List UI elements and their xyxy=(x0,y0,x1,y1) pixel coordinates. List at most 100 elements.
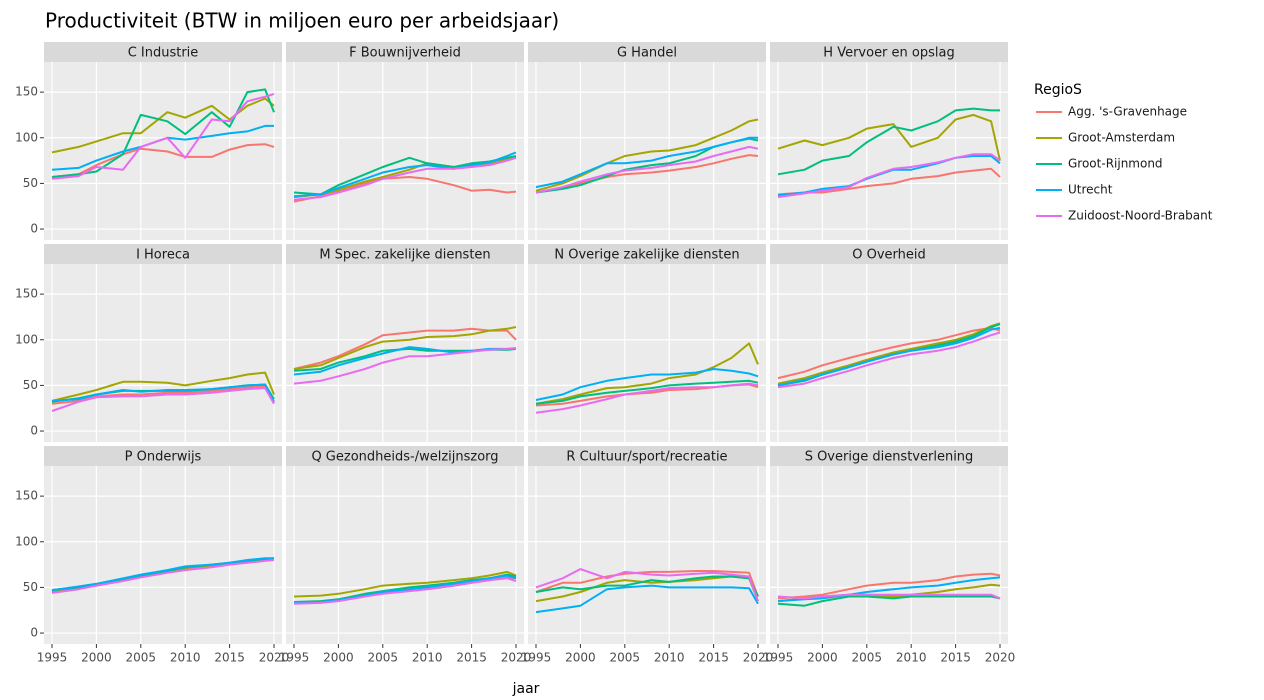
line xyxy=(777,155,1001,197)
x-axis-label: jaar xyxy=(512,681,540,697)
legend-label: Groot-Amsterdam xyxy=(1068,131,1175,145)
legend-label: Utrecht xyxy=(1068,183,1113,197)
strip-label: M Spec. zakelijke diensten xyxy=(319,248,490,263)
x-tick-label: 2000 xyxy=(807,651,838,665)
line xyxy=(535,382,759,414)
line xyxy=(535,118,759,192)
line xyxy=(51,387,275,412)
strip xyxy=(286,446,524,466)
line xyxy=(535,584,759,614)
strip xyxy=(286,42,524,62)
x-tick-label: 2010 xyxy=(654,651,685,665)
y-tick-label: 50 xyxy=(23,176,38,190)
x-tick-label: 1995 xyxy=(763,651,794,665)
y-tick-label: 100 xyxy=(15,534,38,548)
line xyxy=(777,322,1001,385)
line xyxy=(293,577,517,605)
strip xyxy=(770,42,1008,62)
panel-background xyxy=(44,466,282,644)
line xyxy=(51,557,274,592)
panel-background xyxy=(286,62,524,240)
y-tick-label: 150 xyxy=(15,85,38,99)
x-tick-label: 1995 xyxy=(521,651,552,665)
panel-background xyxy=(286,466,524,644)
x-tick-label: 2010 xyxy=(412,651,443,665)
x-tick-label: 1995 xyxy=(37,651,68,665)
x-tick-label: 2015 xyxy=(456,651,487,665)
line xyxy=(777,576,1001,603)
strip-label: Q Gezondheids-/welzijnszorg xyxy=(311,450,498,465)
line xyxy=(51,371,275,402)
line xyxy=(777,595,1001,607)
line xyxy=(293,176,517,203)
x-tick-label: 2005 xyxy=(610,651,641,665)
strip xyxy=(44,244,282,264)
line xyxy=(293,326,517,370)
x-tick-label: 2000 xyxy=(565,651,596,665)
y-tick-label: 150 xyxy=(15,287,38,301)
line xyxy=(51,92,275,180)
strip xyxy=(44,42,282,62)
strip xyxy=(44,446,282,466)
strip-label: I Horeca xyxy=(136,248,190,263)
y-tick-label: 50 xyxy=(23,378,38,392)
x-tick-label: 2015 xyxy=(940,651,971,665)
strip xyxy=(528,42,766,62)
line xyxy=(535,368,759,401)
line xyxy=(535,136,758,189)
x-tick-label: 2005 xyxy=(852,651,883,665)
y-tick-label: 0 xyxy=(30,424,38,438)
line xyxy=(777,167,1001,196)
line xyxy=(777,593,1001,600)
strip-label: P Onderwijs xyxy=(125,450,202,465)
strip-label: R Cultuur/sport/recreatie xyxy=(566,450,727,465)
line xyxy=(777,326,1001,380)
strip-label: C Industrie xyxy=(128,46,199,61)
line xyxy=(777,326,1001,387)
strip-label: H Vervoer en opslag xyxy=(823,46,954,61)
strip xyxy=(770,244,1008,264)
line xyxy=(51,97,275,154)
panel-background xyxy=(528,466,766,644)
line xyxy=(51,124,274,171)
x-tick-label: 2005 xyxy=(126,651,157,665)
y-tick-label: 0 xyxy=(30,222,38,236)
line xyxy=(51,88,275,178)
line xyxy=(777,113,1001,161)
line xyxy=(293,570,517,598)
strip xyxy=(528,244,766,264)
x-tick-label: 2010 xyxy=(896,651,927,665)
line xyxy=(535,342,759,405)
y-tick-label: 0 xyxy=(30,626,38,640)
x-tick-label: 2000 xyxy=(323,651,354,665)
panel-background xyxy=(770,62,1008,240)
strip-label: O Overheid xyxy=(852,248,926,263)
y-tick-label: 100 xyxy=(15,130,38,144)
strip xyxy=(528,446,766,466)
legend-label: Groot-Rijnmond xyxy=(1068,157,1163,171)
x-tick-label: 2015 xyxy=(698,651,729,665)
panel-background xyxy=(770,466,1008,644)
strip xyxy=(770,446,1008,466)
strip-label: S Overige dienstverlening xyxy=(805,450,974,465)
line xyxy=(51,143,275,178)
strip-label: G Handel xyxy=(617,46,677,61)
panel-background xyxy=(528,264,766,442)
panel-background xyxy=(44,264,282,442)
legend-label: Zuidoost-Noord-Brabant xyxy=(1068,209,1213,223)
panel-background xyxy=(286,264,524,442)
chart-title: Productiviteit (BTW in miljoen euro per … xyxy=(45,9,559,33)
line xyxy=(535,568,759,602)
line xyxy=(293,156,517,201)
x-tick-label: 2020 xyxy=(743,651,774,665)
line xyxy=(535,154,759,194)
line xyxy=(535,570,759,597)
line xyxy=(777,331,1001,389)
x-tick-label: 2020 xyxy=(501,651,532,665)
strip-label: N Overige zakelijke diensten xyxy=(554,248,739,263)
line xyxy=(777,572,1001,600)
y-tick-label: 100 xyxy=(15,332,38,346)
line xyxy=(51,559,275,594)
x-tick-label: 1995 xyxy=(279,651,310,665)
